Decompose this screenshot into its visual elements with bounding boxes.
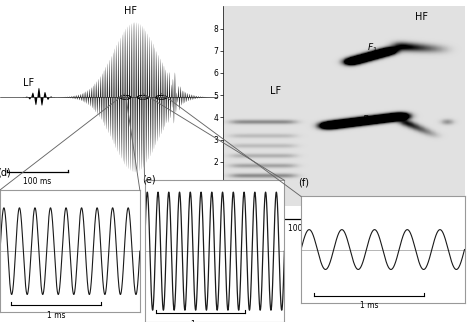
- Text: 1 ms: 1 ms: [46, 311, 65, 320]
- Text: $F_1$: $F_1$: [367, 41, 378, 54]
- Text: $F_0$: $F_0$: [363, 113, 373, 126]
- Text: HF: HF: [414, 13, 428, 23]
- Text: 1 ms: 1 ms: [360, 301, 378, 310]
- Text: HF: HF: [124, 6, 137, 16]
- Text: 100 ms: 100 ms: [23, 177, 51, 186]
- Text: (e): (e): [142, 175, 155, 185]
- Text: (f): (f): [298, 177, 309, 187]
- Text: LF: LF: [270, 86, 282, 96]
- Text: LF: LF: [23, 78, 34, 88]
- Text: 100 ms: 100 ms: [289, 224, 317, 233]
- Text: (d): (d): [0, 168, 11, 178]
- Text: 1 ms: 1 ms: [191, 320, 210, 322]
